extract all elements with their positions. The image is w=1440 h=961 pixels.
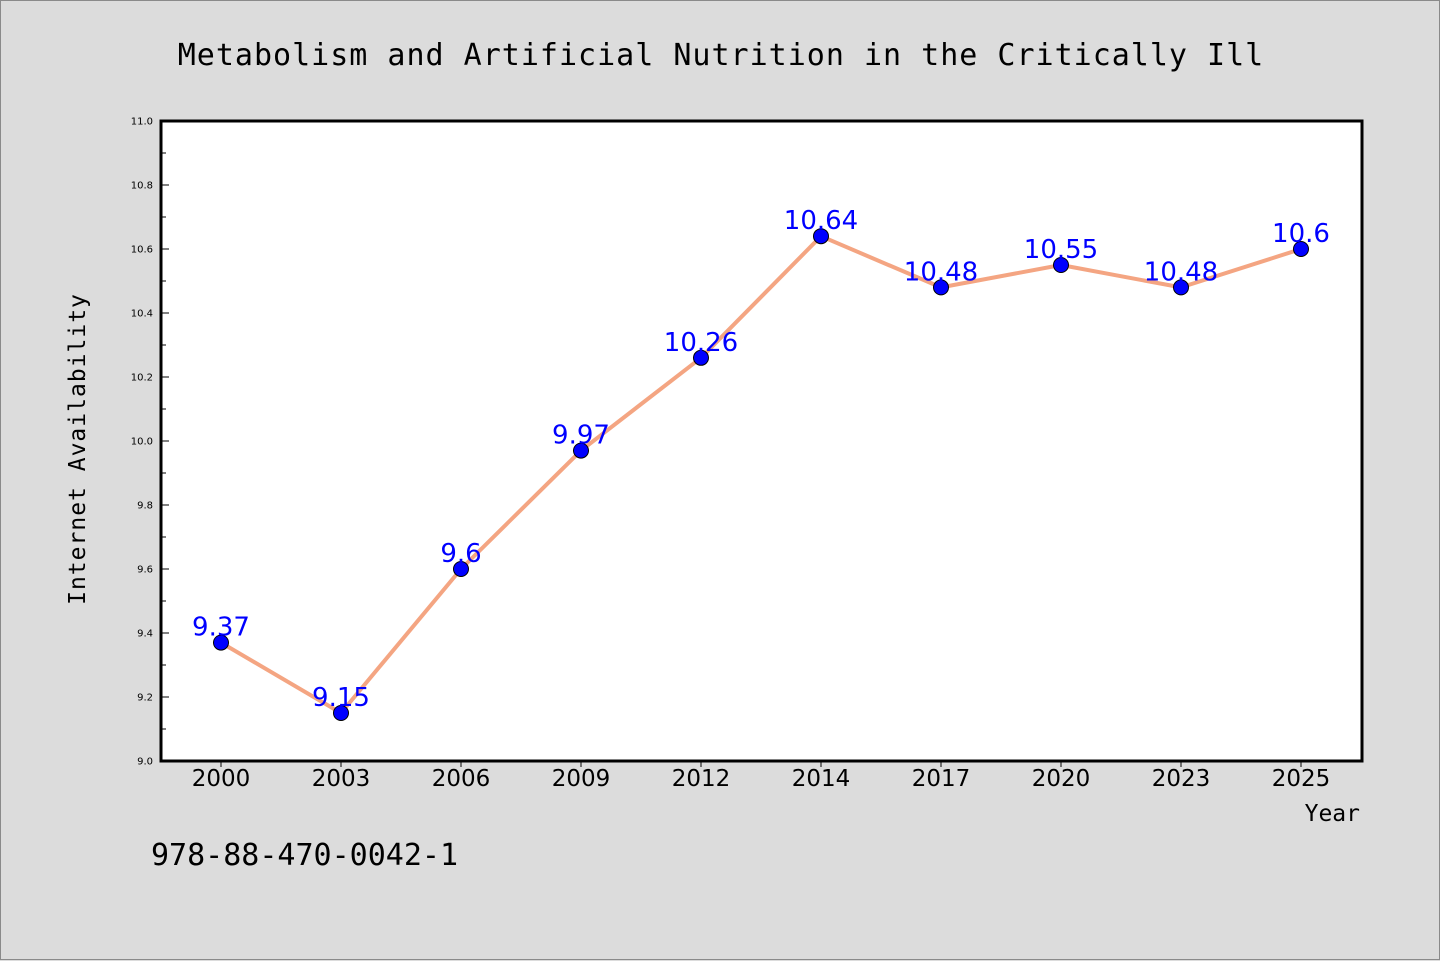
- footnote-isbn: 978-88-470-0042-1: [151, 838, 458, 873]
- x-tick-label: 2003: [312, 766, 371, 792]
- data-point: [213, 634, 229, 651]
- x-tick-label: 2017: [912, 766, 971, 792]
- data-label: 10.26: [664, 328, 738, 358]
- x-tick-label: 2000: [192, 766, 251, 792]
- data-point: [933, 279, 949, 296]
- data-label: 9.6: [440, 539, 481, 569]
- y-tick-label: 10.0: [131, 437, 153, 448]
- y-tick-label: 9.2: [137, 693, 153, 704]
- data-label: 9.37: [192, 613, 250, 643]
- data-label: 10.64: [784, 206, 858, 236]
- x-tick-label: 2020: [1032, 766, 1091, 792]
- series-line: [219, 234, 1303, 715]
- y-tick-label: 9.6: [137, 565, 153, 576]
- x-tick-label: 2006: [432, 766, 491, 792]
- x-tick-label: 2012: [672, 766, 731, 792]
- data-label: 10.55: [1024, 235, 1098, 265]
- chart-title: Metabolism and Artificial Nutrition in t…: [178, 38, 1265, 73]
- x-tick-label: 2025: [1272, 766, 1331, 792]
- series-layer: 9.37 9.15 9.6 9.97 10.26 10.64 10.48 10.55 10.48…: [192, 206, 1330, 721]
- y-tick-label: 10.8: [131, 181, 153, 192]
- data-point: [333, 705, 349, 721]
- y-axis-label: Internet Availability: [65, 293, 91, 605]
- data-label: 9.15: [312, 683, 370, 713]
- y-tick-label: 10.6: [131, 245, 153, 256]
- data-point: [693, 349, 709, 366]
- x-tick-label: 2009: [552, 766, 611, 792]
- y-tick-label: 11.0: [131, 117, 153, 128]
- data-point: [1173, 279, 1189, 296]
- data-point: [813, 228, 829, 245]
- y-tick-label: 10.2: [131, 373, 153, 384]
- plot-area: [159, 119, 1364, 763]
- y-axis: 9.0 9.2 9.4 9.6 9.8 10.0 10.2 10.4 10.6 10.8 11.0: [131, 117, 169, 768]
- data-label: 10.48: [904, 257, 978, 287]
- y-tick-label: 9.4: [137, 629, 153, 640]
- x-tick-label: 2014: [792, 766, 851, 792]
- data-label: 9.97: [552, 421, 610, 451]
- x-axis-label: Year: [1305, 801, 1360, 827]
- data-point: [1293, 241, 1309, 257]
- data-point: [1053, 257, 1069, 273]
- x-tick-label: 2023: [1152, 766, 1211, 792]
- x-axis: 2000 2003 2006 2009 2012 2014 2017 2020 2023 2025: [192, 761, 1331, 792]
- data-label: 10.48: [1144, 257, 1218, 287]
- y-tick-label: 9.0: [137, 757, 153, 768]
- data-label: 10.6: [1272, 219, 1330, 249]
- y-tick-label: 9.8: [137, 501, 153, 512]
- data-point: [453, 561, 469, 577]
- y-tick-label: 10.4: [131, 309, 153, 320]
- data-point: [573, 442, 589, 459]
